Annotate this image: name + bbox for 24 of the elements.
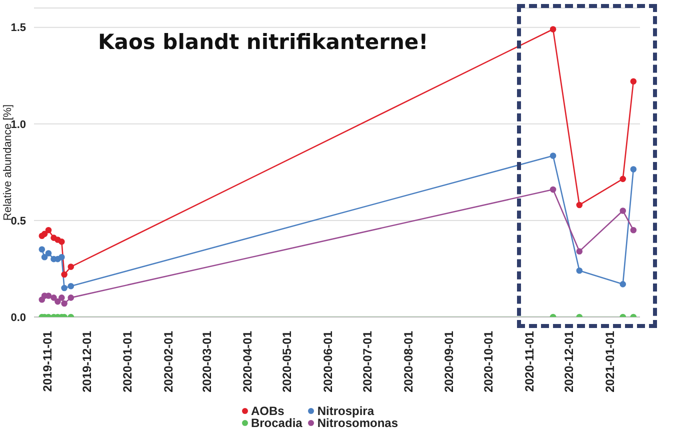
x-tick-label: 2020-06-01 (320, 330, 335, 392)
x-tick-label: 2019-11-01 (40, 330, 54, 392)
x-tick-label: 2020-09-01 (442, 330, 456, 392)
x-tick-label: 2021-01-01 (602, 330, 617, 392)
legend-label: Nitrosomonas (317, 416, 398, 429)
legend-label: Nitrospira (317, 404, 374, 418)
x-tick-label: 2019-12-01 (80, 330, 94, 392)
x-tick-label: 2020-05-01 (280, 330, 294, 392)
y-tick-label: 1.0 (10, 118, 26, 131)
legend-label: Brocadia (250, 416, 302, 429)
x-tick-label: 2020-12-01 (562, 330, 576, 392)
x-tick-label: 2020-08-01 (401, 330, 416, 392)
y-tick-label: 0.0 (10, 312, 26, 324)
y-tick-label: 0.5 (10, 215, 26, 228)
x-tick-label: 2020-07-01 (360, 330, 374, 392)
x-tick-label: 2020-02-01 (162, 330, 176, 392)
x-tick-label: 2020-11-01 (522, 330, 537, 392)
text: Kaos blandt nitrifikanterne! (98, 30, 428, 54)
x-tick-label: 2020-04-01 (240, 330, 255, 392)
y-tick-label: 1.5 (10, 22, 26, 34)
x-tick-label: 2020-10-01 (482, 330, 496, 392)
x-tick-label: 2020-01-01 (120, 330, 135, 392)
legend-label: AOBs (250, 404, 284, 418)
x-tick-label: 2020-03-01 (200, 330, 214, 392)
